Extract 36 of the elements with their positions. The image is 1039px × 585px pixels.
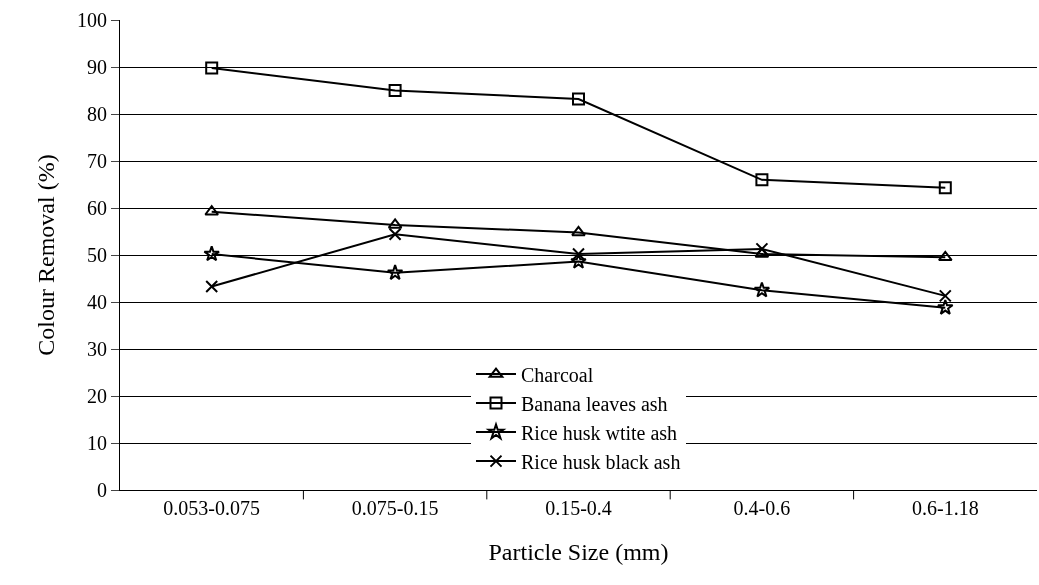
y-tick-label: 80 (87, 103, 107, 125)
x-axis-title: Particle Size (mm) (488, 539, 669, 566)
point (203, 245, 221, 262)
legend-label: Rice husk wtite ash (521, 421, 678, 444)
point (388, 84, 402, 97)
y-tick-label: 100 (77, 9, 107, 31)
x-tick-label: 0.6-1.18 (911, 497, 979, 519)
y-axis-title: Colour Removal (%) (33, 154, 60, 356)
x-tick-label: 0.075-0.15 (351, 497, 439, 519)
legend-label: Charcoal (521, 363, 594, 386)
point (572, 92, 585, 106)
y-tick-label: 10 (87, 432, 107, 454)
y-tick-label: 20 (87, 385, 107, 407)
point (571, 225, 586, 237)
point (205, 279, 219, 293)
y-tick-label: 30 (87, 338, 107, 360)
point (938, 289, 952, 303)
point (386, 264, 404, 281)
x-tick-label: 0.053-0.075 (163, 497, 261, 519)
legend-label: Banana leaves ash (521, 392, 668, 415)
point (755, 173, 769, 187)
x-tick-label: 0.4-0.6 (733, 497, 791, 519)
y-tick-label: 70 (87, 150, 107, 172)
y-tick-label: 60 (87, 197, 107, 219)
point (753, 281, 771, 298)
legend-label: Rice husk black ash (521, 450, 681, 473)
point (388, 227, 402, 241)
x-tick-label: 0.15-0.4 (545, 497, 612, 519)
point (937, 250, 953, 262)
y-tick-label: 90 (87, 56, 107, 78)
point (936, 298, 954, 315)
y-tick-label: 40 (87, 291, 107, 313)
point (205, 61, 219, 75)
y-tick-label: 0 (97, 479, 107, 501)
point (938, 181, 952, 195)
y-tick-label: 50 (87, 244, 107, 266)
